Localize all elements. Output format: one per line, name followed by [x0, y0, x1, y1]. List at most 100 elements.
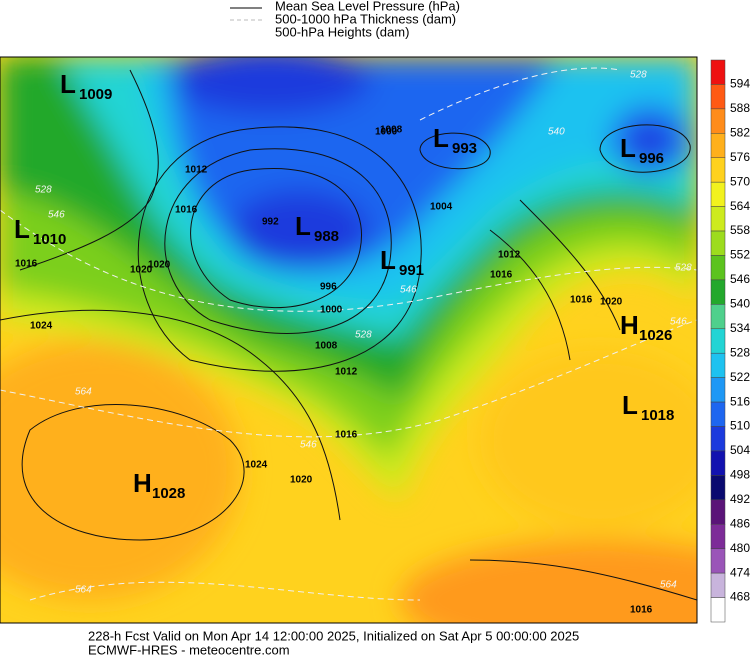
center-value: 991 — [399, 262, 424, 279]
colorbar-segment — [710, 59, 726, 85]
center-value: 1010 — [33, 231, 66, 248]
isobar-label: 1016 — [570, 295, 593, 306]
colorbar-label: 594 — [730, 77, 750, 91]
colorbar-label: 534 — [730, 321, 750, 335]
colorbar-segment — [710, 475, 726, 501]
colorbar-segment — [710, 401, 726, 427]
colorbar-segment — [710, 450, 726, 476]
isobar-label: 1020 — [148, 260, 171, 271]
colorbar-label: 522 — [730, 370, 750, 384]
center-value: 1009 — [79, 86, 112, 103]
colorbar-segment — [710, 133, 726, 158]
thickness-label: 540 — [548, 127, 565, 138]
center-letter: H — [620, 310, 639, 340]
colorbar: 594 588 582 576 570 564 558 552 546 540 534 528 522 5… — [710, 59, 750, 623]
colorbar-label: 516 — [730, 394, 750, 408]
thickness-label: 564 — [75, 585, 92, 596]
colorbar-label: 468 — [730, 590, 750, 604]
colorbar-label: 540 — [730, 297, 750, 311]
colorbar-segment — [710, 548, 726, 574]
colorbar-label: 558 — [730, 223, 750, 237]
center-letter: L — [60, 69, 76, 99]
thickness-label: 528 — [630, 70, 647, 81]
colorbar-label: 564 — [730, 199, 750, 213]
colorbar-segment — [710, 572, 726, 598]
center-value: 1018 — [641, 407, 674, 424]
legend-entry: 500-hPa Heights (dam) — [275, 24, 409, 39]
isobar-label: 1000 — [375, 127, 398, 138]
legend-entry: Mean Sea Level Pressure (hPa) — [275, 0, 460, 13]
thickness-label: 564 — [660, 580, 677, 591]
isobar-label: 1000 — [320, 305, 343, 316]
isobar-label: 1016 — [335, 430, 358, 441]
isobar-label: 1020 — [290, 475, 313, 486]
isobar-label: 1016 — [175, 205, 198, 216]
center-value: 988 — [314, 228, 339, 245]
center-letter: L — [295, 211, 311, 241]
map-frame — [0, 56, 698, 624]
thickness-label: 528 — [35, 185, 52, 196]
colorbar-segment — [710, 304, 726, 330]
center-value: 993 — [452, 140, 477, 157]
colorbar-label: 492 — [730, 492, 750, 506]
isobar-label: 996 — [320, 282, 337, 293]
colorbar-segment — [710, 279, 726, 305]
thickness-label: 546 — [400, 285, 417, 296]
colorbar-label: 588 — [730, 101, 750, 115]
colorbar-label: 474 — [730, 565, 750, 579]
isobar-label: 1008 — [380, 125, 403, 136]
isobar-label: 1016 — [15, 259, 38, 270]
footer-line: 228-h Fcst Valid on Mon Apr 14 12:00:00 … — [88, 628, 579, 643]
colorbar-label: 576 — [730, 150, 750, 164]
center-letter: L — [380, 245, 396, 275]
center-value: 1026 — [639, 327, 672, 344]
colorbar-label: 570 — [730, 174, 750, 188]
center-value: 996 — [639, 150, 664, 167]
colorbar-label: 528 — [730, 345, 750, 359]
colorbar-segment — [710, 328, 726, 354]
center-letter: L — [14, 214, 30, 244]
colorbar-label: 582 — [730, 125, 750, 139]
isobar-label: 1012 — [335, 367, 358, 378]
isobar-label: 1016 — [630, 605, 653, 616]
isobar-label: 1004 — [430, 202, 453, 213]
colorbar-segment — [710, 157, 726, 183]
thickness-label: 546 — [670, 317, 687, 328]
isobar-label: 1020 — [130, 265, 153, 276]
center-letter: H — [133, 468, 152, 498]
isobar-label: 1024 — [30, 321, 53, 332]
colorbar-segment — [710, 352, 726, 378]
colorbar-label: 504 — [730, 443, 750, 457]
isobar-label: 1024 — [245, 460, 268, 471]
thickness-label: 546 — [48, 210, 65, 221]
colorbar-segment — [710, 255, 726, 281]
legend-entry: 500-1000 hPa Thickness (dam) — [275, 11, 456, 26]
colorbar-segment — [710, 426, 726, 452]
isobar-label: 1020 — [600, 297, 623, 308]
colorbar-segment — [710, 230, 726, 256]
colorbar-label: 498 — [730, 468, 750, 482]
isobar-label: 992 — [262, 217, 279, 228]
thickness-label: 528 — [355, 330, 372, 341]
colorbar-segment — [710, 597, 726, 623]
colorbar-label: 552 — [730, 248, 750, 262]
footer-line: ECMWF-HRES - meteocentre.com — [88, 642, 290, 657]
colorbar-segment — [710, 181, 726, 207]
center-letter: L — [620, 133, 636, 163]
isobar-label: 1016 — [490, 270, 513, 281]
thickness-label: 546 — [300, 440, 317, 451]
colorbar-segment — [710, 524, 726, 549]
colorbar-segment — [710, 499, 726, 525]
colorbar-segment — [710, 377, 726, 403]
center-value: 1028 — [152, 485, 185, 502]
isobar-label: 1012 — [498, 250, 521, 261]
colorbar-segment — [710, 108, 726, 134]
colorbar-label: 546 — [730, 272, 750, 286]
colorbar-label: 480 — [730, 541, 750, 555]
map — [0, 57, 697, 623]
center-letter: L — [622, 390, 638, 420]
isobar-label: 1008 — [315, 341, 338, 352]
colorbar-segment — [710, 84, 726, 110]
